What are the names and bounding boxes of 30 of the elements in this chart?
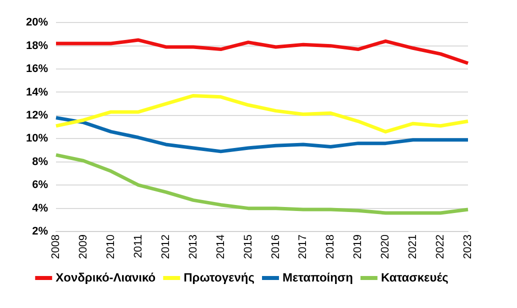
x-tick-label: 2010 [104,234,117,260]
legend-label: Πρωτογενής [184,270,254,284]
y-tick-label: 14% [26,86,48,98]
x-tick-label: 2009 [78,234,90,260]
y-tick-label: 2% [32,226,48,238]
x-tick-label: 2011 [132,234,144,258]
legend-label: Κατασκευές [380,270,448,284]
y-tick-label: 10% [26,132,48,145]
y-tick-label: 6% [32,179,48,192]
x-tick-label: 2019 [352,234,364,260]
y-tick-label: 8% [32,156,48,168]
x-tick-label: 2015 [242,234,254,260]
x-tick-label: 2014 [214,234,227,260]
legend-label: Μεταποίηση [282,270,353,284]
x-tick-label: 2018 [324,234,337,260]
legend-label: Χονδρικό-Λιανικό [56,270,156,284]
x-tick-label: 2008 [50,234,62,260]
y-tick-label: 18% [26,40,48,52]
x-tick-label: 2016 [270,234,282,260]
x-tick-label: 2023 [462,234,474,260]
x-tick-label: 2012 [160,234,172,260]
y-tick-label: 20% [26,16,48,29]
y-tick-label: 4% [32,202,48,214]
x-tick-label: 2013 [187,234,200,260]
x-tick-label: 2022 [434,234,447,260]
y-tick-label: 12% [26,109,48,122]
y-tick-label: 16% [26,63,48,76]
x-tick-label: 2020 [380,234,392,260]
x-tick-label: 2021 [407,234,420,260]
x-tick-label: 2017 [297,234,310,260]
